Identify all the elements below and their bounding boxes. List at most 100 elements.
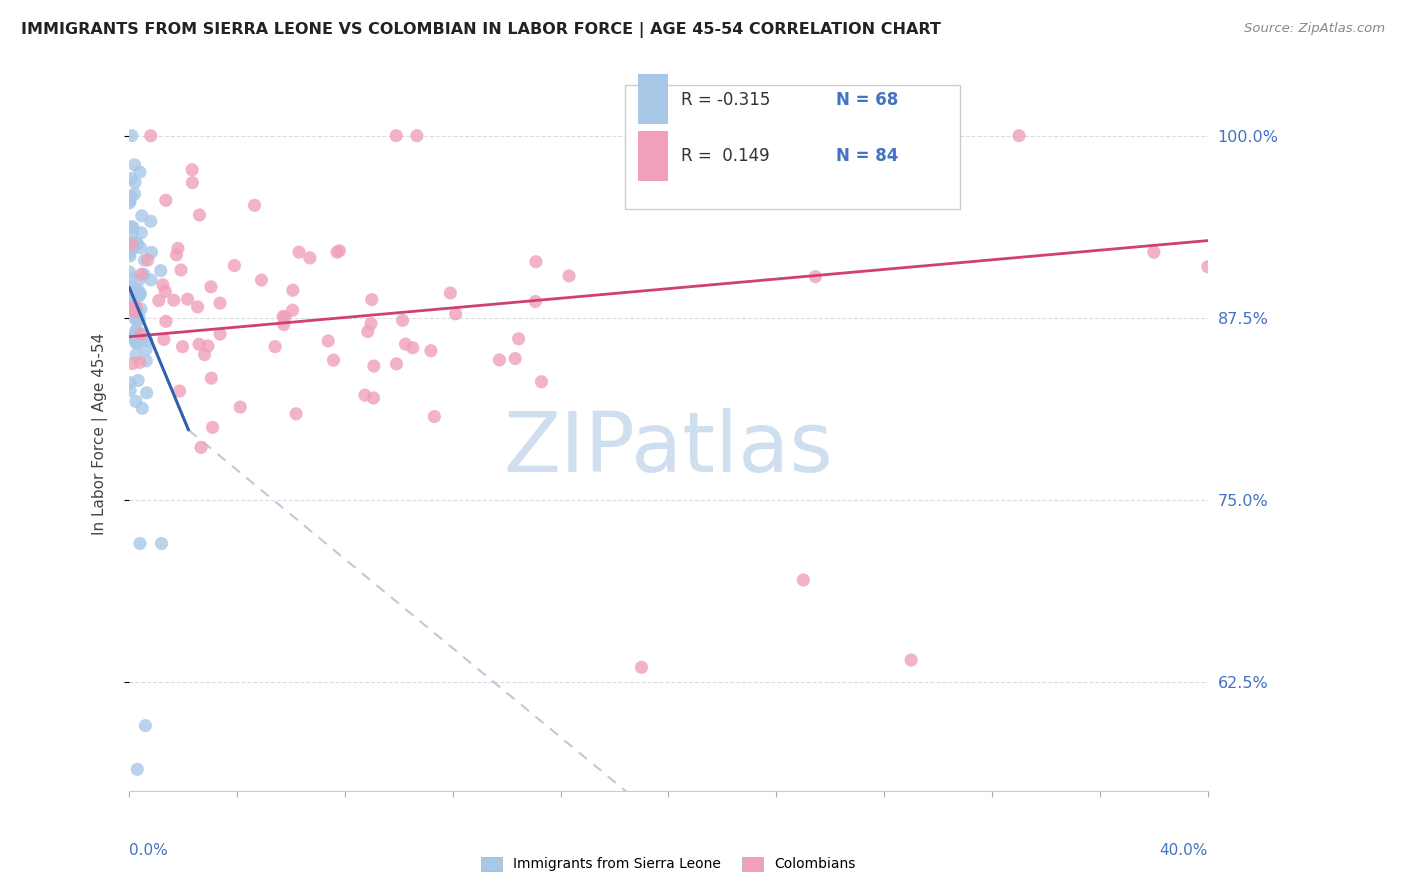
Point xyxy=(125,312,148,326)
Point xyxy=(326,245,349,260)
Text: ZIPatlas: ZIPatlas xyxy=(503,408,834,489)
Point xyxy=(188,208,211,222)
Point xyxy=(250,273,273,287)
Point xyxy=(190,441,212,455)
Point xyxy=(118,376,141,390)
Point xyxy=(121,128,143,143)
Text: IMMIGRANTS FROM SIERRA LEONE VS COLOMBIAN IN LABOR FORCE | AGE 45-54 CORRELATION: IMMIGRANTS FROM SIERRA LEONE VS COLOMBIA… xyxy=(21,22,941,38)
Point xyxy=(163,293,186,308)
Point xyxy=(136,252,159,267)
Point xyxy=(121,235,143,249)
Text: R = -0.315: R = -0.315 xyxy=(682,91,770,110)
Point xyxy=(125,236,148,251)
Point xyxy=(363,359,385,373)
Point xyxy=(155,285,177,299)
Point xyxy=(208,296,231,310)
Point xyxy=(281,283,304,297)
Point xyxy=(121,242,143,256)
Bar xyxy=(638,74,668,124)
Point xyxy=(1197,260,1219,274)
Point xyxy=(152,277,174,292)
Point xyxy=(1143,245,1166,260)
Point xyxy=(153,332,176,346)
Point xyxy=(169,384,191,398)
Point xyxy=(124,158,146,172)
Point xyxy=(172,340,194,354)
Text: N = 84: N = 84 xyxy=(835,147,898,165)
Point xyxy=(135,334,157,348)
Point xyxy=(121,357,143,371)
Point xyxy=(128,289,150,303)
Point xyxy=(316,334,339,348)
Point xyxy=(127,306,149,320)
Point xyxy=(274,310,297,324)
Point xyxy=(120,384,142,398)
Point xyxy=(139,273,162,287)
Point xyxy=(201,420,224,434)
Point xyxy=(363,391,385,405)
Point xyxy=(124,312,146,326)
Point xyxy=(503,351,526,366)
Point xyxy=(128,355,150,369)
Point xyxy=(141,245,163,260)
Point xyxy=(176,292,198,306)
Point xyxy=(122,220,145,235)
Point xyxy=(209,326,232,341)
Point xyxy=(385,357,408,371)
Point xyxy=(125,336,148,351)
Point xyxy=(558,268,581,283)
Text: Source: ZipAtlas.com: Source: ZipAtlas.com xyxy=(1244,22,1385,36)
Point xyxy=(120,293,142,308)
Point xyxy=(394,337,416,351)
Point xyxy=(128,286,150,301)
Point xyxy=(281,303,304,318)
Point xyxy=(131,267,153,281)
Point xyxy=(129,536,152,550)
Point xyxy=(125,394,148,409)
Point xyxy=(402,341,425,355)
Point xyxy=(419,343,441,358)
Point xyxy=(128,312,150,326)
Point xyxy=(122,331,145,345)
Point xyxy=(200,371,222,385)
Point xyxy=(360,317,382,331)
Point xyxy=(120,171,142,186)
Point xyxy=(120,194,142,208)
Point xyxy=(139,128,162,143)
Point xyxy=(1008,128,1031,143)
Point xyxy=(125,333,148,347)
Point xyxy=(360,293,382,307)
Y-axis label: In Labor Force | Age 45-54: In Labor Force | Age 45-54 xyxy=(93,334,108,535)
Point xyxy=(165,248,187,262)
Text: N = 68: N = 68 xyxy=(835,91,898,110)
Point xyxy=(124,186,146,201)
Point xyxy=(125,300,148,314)
Point xyxy=(188,337,211,351)
Point xyxy=(524,294,547,309)
Point xyxy=(298,251,321,265)
Point xyxy=(271,310,294,324)
Legend: Immigrants from Sierra Leone, Colombians: Immigrants from Sierra Leone, Colombians xyxy=(477,851,860,877)
Point xyxy=(406,128,429,143)
Bar xyxy=(638,131,668,181)
Point xyxy=(121,303,143,318)
Point xyxy=(121,226,143,240)
Point xyxy=(127,237,149,252)
Point xyxy=(129,327,152,342)
Point xyxy=(129,241,152,255)
Point xyxy=(131,209,153,223)
Point xyxy=(322,353,344,368)
Point xyxy=(530,375,553,389)
Point xyxy=(187,300,209,314)
Point xyxy=(120,189,142,203)
Point xyxy=(524,254,547,268)
Point xyxy=(121,330,143,344)
Point xyxy=(423,409,446,424)
Point xyxy=(150,536,173,550)
Point xyxy=(792,573,814,587)
Point xyxy=(127,762,149,776)
Point xyxy=(125,335,148,350)
Point xyxy=(148,293,170,308)
Point xyxy=(129,286,152,301)
Point xyxy=(391,313,413,327)
